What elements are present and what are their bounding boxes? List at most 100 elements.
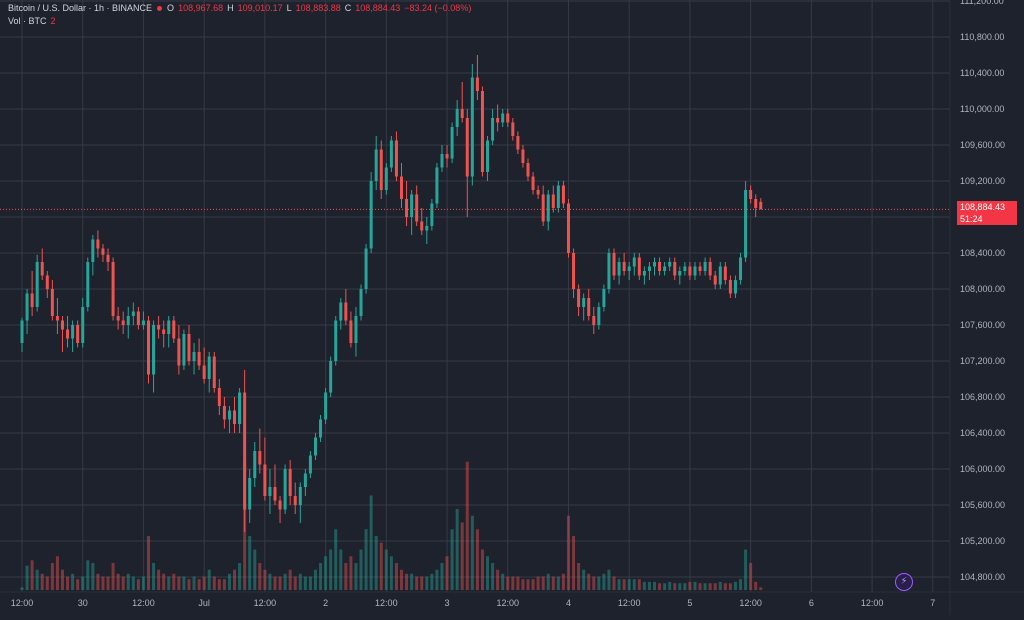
volume-bar [647, 581, 651, 590]
legend-high-label: H [227, 3, 234, 13]
price-tick-label: 110,400.00 [960, 68, 1004, 78]
volume-bar [713, 583, 717, 590]
candle-body [708, 262, 712, 276]
candle-body [754, 199, 758, 208]
price-tick-label: 106,400.00 [960, 428, 1005, 438]
legend-symbol[interactable]: Bitcoin / U.S. Dollar · 1h · BINANCE [8, 3, 153, 13]
volume-bar [582, 569, 586, 590]
candle-body [405, 199, 409, 217]
volume-bar [531, 579, 535, 590]
candle-body [607, 253, 611, 289]
volume-bar [708, 583, 712, 590]
price-tick-label: 109,600.00 [960, 140, 1005, 150]
candle-body [217, 388, 221, 406]
volume-bar [344, 563, 348, 590]
volume-bar [663, 583, 667, 590]
volume-bar [374, 536, 378, 590]
price-tick-label: 110,000.00 [960, 104, 1004, 114]
volume-bar [40, 573, 44, 590]
volume-bar [526, 579, 530, 590]
candle-body [420, 221, 424, 231]
candle-body [121, 320, 125, 325]
time-tick-label: 12:00 [861, 598, 884, 608]
bar-countdown: 51:24 [960, 214, 983, 224]
candle-body [658, 262, 662, 271]
candle-body [501, 113, 505, 123]
volume-bar [50, 563, 54, 590]
candle-body [592, 316, 596, 325]
legend-volume-value: 2 [50, 16, 56, 26]
volume-bar [480, 549, 484, 590]
candle-body [683, 266, 687, 271]
candle-body [339, 302, 343, 321]
candle-body [25, 293, 29, 321]
volume-bar [273, 576, 277, 590]
volume-bar [420, 576, 424, 590]
candle-body [394, 140, 398, 177]
candle-body [744, 190, 748, 258]
volume-bar [349, 556, 353, 590]
volume-bar [258, 563, 262, 590]
volume-bar [106, 576, 110, 590]
candle-body [587, 298, 591, 316]
candle-body [389, 140, 393, 168]
candle-body [546, 194, 550, 222]
volume-bar [329, 549, 333, 590]
volume-bar [546, 573, 550, 590]
candle-body [238, 392, 242, 424]
candle-body [440, 154, 444, 168]
volume-bar [227, 573, 231, 590]
chart-legend: Bitcoin / U.S. Dollar · 1h · BINANCE O 10… [8, 2, 471, 28]
price-tick-label: 107,600.00 [960, 320, 1005, 330]
candle-body [55, 316, 59, 321]
candle-body [298, 487, 302, 505]
time-axis[interactable]: 12:00 30 12:00 Jul 12:00 2 12:00 3 12:00 4 12:00 5 1… [11, 598, 936, 608]
candle-body [374, 149, 378, 181]
time-tick-label: 2 [323, 598, 328, 608]
volume-bar [96, 573, 100, 590]
volume-bar [541, 576, 545, 590]
candle-body [106, 254, 110, 262]
candle-body [253, 451, 257, 478]
legend-volume-label[interactable]: Vol · BTC [8, 16, 47, 26]
price-tick-label: 108,000.00 [960, 284, 1005, 294]
time-tick-label: 12:00 [254, 598, 277, 608]
volume-bar [693, 581, 697, 590]
volume-bar [35, 569, 39, 590]
candle-body [602, 289, 606, 307]
volume-bar [45, 576, 49, 590]
candle-body [197, 352, 201, 366]
candle-body [263, 464, 267, 496]
volume-bar [152, 563, 156, 590]
volume-bar [121, 576, 125, 590]
candle-body [465, 118, 469, 177]
lightning-bolt-icon[interactable]: ⚡ [895, 573, 913, 591]
volume-bar [278, 576, 282, 590]
volume-bar [30, 560, 34, 590]
candle-body [30, 293, 34, 307]
volume-bar [369, 495, 373, 590]
candle-body [647, 266, 651, 271]
candle-body [622, 262, 626, 271]
volume-bar [577, 563, 581, 590]
volume-bar [288, 569, 292, 590]
candle-body [172, 320, 176, 339]
volume-bar [425, 576, 429, 590]
price-tick-label: 108,400.00 [960, 248, 1005, 258]
volume-bar [602, 573, 606, 590]
candle-body [111, 262, 115, 316]
price-tick-label: 104,800.00 [960, 572, 1005, 582]
candle-body [258, 451, 262, 465]
volume-bar [131, 576, 135, 590]
candle-body [470, 77, 474, 177]
time-tick-label: 30 [78, 598, 88, 608]
candle-body [222, 406, 226, 420]
price-axis[interactable]: 104,800.00 105,200.00 105,600.00 106,000.00… [960, 0, 1005, 582]
candle-body [663, 266, 667, 271]
volume-bar [334, 529, 338, 590]
volume-bar [566, 515, 570, 590]
candle-body [192, 352, 196, 361]
volume-bar [460, 522, 464, 590]
